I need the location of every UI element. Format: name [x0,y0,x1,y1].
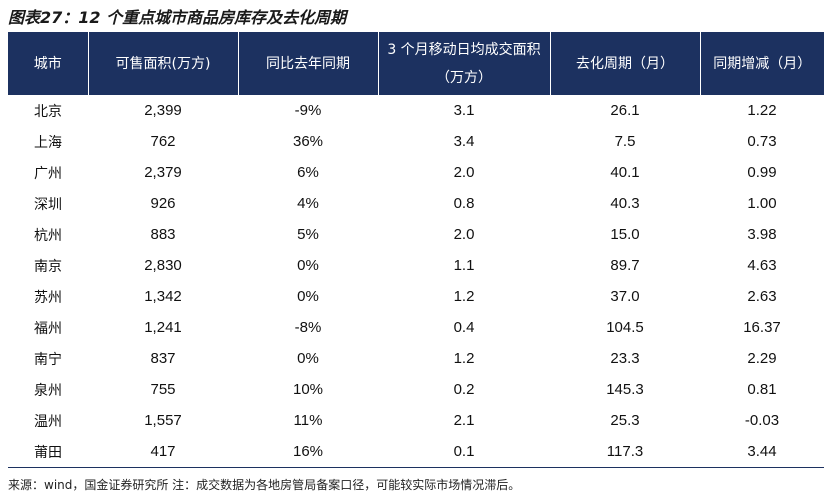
table-cell: 2.63 [747,288,777,305]
table-cell: 2.1 [453,412,475,429]
table-cell: 2.29 [747,350,777,367]
table-cell: 0% [297,257,319,274]
table-cell: 2,830 [144,257,182,274]
table-cell: 5% [297,226,319,243]
table-cell: 3.98 [747,226,777,243]
table-cell: 广州 [34,165,62,182]
table-cell: 89.7 [610,257,640,274]
column-header: 去化周期（月） [550,32,701,95]
table-row: 苏州 1,342 0% 1.2 37.0 2.63 [8,281,824,312]
table-cell: 0.4 [453,319,475,336]
column-header: 3 个月移动日均成交面积（万方） [378,32,551,95]
table-cell: 1,342 [144,288,182,305]
table-cell: 417 [88,436,238,468]
table-cell: 16% [238,436,378,468]
table-cell: 0.99 [747,164,777,181]
column-header: 同期增减（月） [700,32,824,95]
table-cell: 2,379 [144,164,182,181]
column-header: 城市 [8,32,89,95]
table-cell: 40.3 [610,195,640,212]
table-cell: 0% [297,350,319,367]
table-cell: 南京 [34,258,62,275]
table-cell: 145.3 [606,381,644,398]
table-cell: 莆田 [8,436,88,468]
header-row: 城市 可售面积(万方) 同比去年同期 3 个月移动日均成交面积（万方） 去化周期（月）同… [8,32,824,95]
table-cell: 苏州 [34,289,62,306]
table-row: 广州 2,379 6% 2.0 40.1 0.99 [8,157,824,188]
table-cell: 3.1 [453,102,475,119]
table-cell: 3.4 [453,133,475,150]
table-row: 上海 762 36% 3.4 7.5 0.73 [8,126,824,157]
table-cell: 0.73 [747,133,777,150]
table-cell: 10% [292,381,324,398]
table-cell: 104.5 [606,319,644,336]
column-header: 可售面积(万方) [88,32,239,95]
table-cell: 755 [150,381,176,398]
table-cell: 杭州 [34,227,62,244]
table-cell: 1,241 [144,319,182,336]
table-cell: 福州 [34,320,62,337]
table-cell: 2.0 [453,226,475,243]
table-cell: 1.1 [453,257,475,274]
table-cell: 1.00 [747,195,777,212]
table-cell: 0.2 [453,381,475,398]
table-cell: 1.2 [453,350,475,367]
table-cell: 926 [150,195,176,212]
table-cell: 2.0 [453,164,475,181]
table-row: 北京 2,399 -9% 3.1 26.1 1.22 [8,95,824,126]
table-cell: 深圳 [34,196,62,213]
table-cell: 北京 [34,103,62,120]
table-cell: 6% [297,164,319,181]
table-cell: 36% [292,133,324,150]
table-cell: 1,557 [144,412,182,429]
table-cell: -9% [294,102,322,119]
table-row: 温州 1,557 11% 2.1 25.3 -0.03 [8,405,824,436]
table-row: 莆田 417 16% 0.1 117.3 3.44 [8,436,824,468]
table-cell: 26.1 [610,102,640,119]
table-row: 南宁 837 0% 1.2 23.3 2.29 [8,343,824,374]
table-cell: 0.1 [378,436,550,468]
table-cell: 883 [150,226,176,243]
table-cell: -8% [294,319,322,336]
table-cell: 南宁 [34,351,62,368]
table-cell: 37.0 [610,288,640,305]
table-cell: 2,399 [144,102,182,119]
inventory-table: 城市 可售面积(万方) 同比去年同期 3 个月移动日均成交面积（万方） 去化周期（月）同… [8,32,824,468]
table-cell: 温州 [34,413,62,430]
table-row: 福州 1,241 -8% 0.4 104.5 16.37 [8,312,824,343]
table-cell: 40.1 [610,164,640,181]
table-cell: -0.03 [744,412,780,429]
table-cell: 117.3 [550,436,700,468]
source-note: 来源：wind，国金证券研究所 注：成交数据为各地房管局备案口径，可能较实际市场… [8,478,521,492]
table-cell: 837 [150,350,176,367]
table-cell: 3.44 [700,436,824,468]
table-cell: 15.0 [610,226,640,243]
table-cell: 1.22 [747,102,777,119]
table-cell: 1.2 [453,288,475,305]
table-row: 深圳 926 4% 0.8 40.3 1.00 [8,188,824,219]
title: 图表27：12 个重点城市商品房库存及去化周期 [8,8,347,27]
table-cell: 25.3 [610,412,640,429]
table-cell: 16.37 [743,319,781,336]
table-body: 北京 2,399 -9% 3.1 26.1 1.22 上海 762 36% 3.4 7.5 0.73 广… [8,95,824,468]
table-row: 泉州 755 10% 0.2 145.3 0.81 [8,374,824,405]
table-cell: 4.63 [747,257,777,274]
table-cell: 0.8 [453,195,475,212]
table-cell: 23.3 [610,350,640,367]
table-cell: 11% [293,412,323,429]
table-cell: 0% [297,288,319,305]
table-cell: 4% [297,195,319,212]
table-cell: 7.5 [614,133,636,150]
table-row: 南京 2,830 0% 1.1 89.7 4.63 [8,250,824,281]
column-header: 同比去年同期 [238,32,379,95]
table-row: 杭州 883 5% 2.0 15.0 3.98 [8,219,824,250]
table-cell: 泉州 [34,382,62,399]
table-cell: 上海 [34,134,62,151]
table-cell: 762 [150,133,176,150]
table-cell: 0.81 [747,381,777,398]
